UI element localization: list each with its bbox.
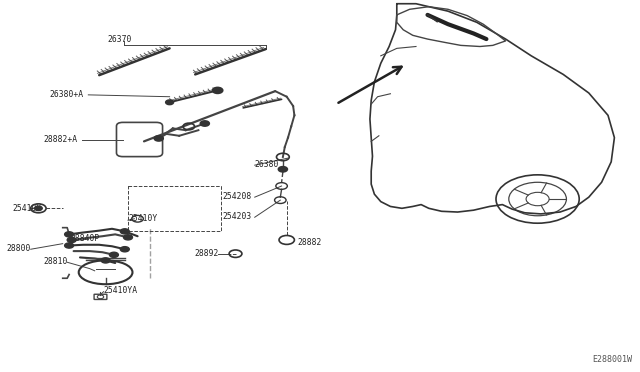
Text: 254203: 254203 bbox=[223, 212, 252, 221]
Text: 26380+A: 26380+A bbox=[50, 90, 84, 99]
Text: 25410Y: 25410Y bbox=[13, 204, 42, 213]
Circle shape bbox=[35, 206, 42, 211]
Circle shape bbox=[166, 100, 173, 105]
Circle shape bbox=[124, 235, 132, 240]
Circle shape bbox=[200, 121, 209, 126]
Circle shape bbox=[120, 229, 129, 234]
Text: 28882: 28882 bbox=[298, 238, 322, 247]
Text: E288001W: E288001W bbox=[593, 355, 632, 364]
Circle shape bbox=[67, 237, 76, 243]
Circle shape bbox=[120, 247, 129, 252]
Text: 254208: 254208 bbox=[223, 192, 252, 201]
Circle shape bbox=[154, 136, 163, 141]
Circle shape bbox=[109, 252, 118, 257]
Circle shape bbox=[278, 167, 287, 172]
Text: 26370: 26370 bbox=[108, 35, 132, 44]
Text: 28810: 28810 bbox=[44, 257, 68, 266]
Text: 28840P: 28840P bbox=[70, 234, 100, 243]
Text: 28800: 28800 bbox=[6, 244, 31, 253]
Text: 26380: 26380 bbox=[255, 160, 279, 169]
Circle shape bbox=[65, 243, 74, 248]
Text: 28882+A: 28882+A bbox=[44, 135, 77, 144]
Text: 25410Y: 25410Y bbox=[128, 214, 157, 223]
Circle shape bbox=[65, 232, 74, 237]
Text: 25410YA: 25410YA bbox=[104, 286, 138, 295]
Text: 28892: 28892 bbox=[195, 249, 219, 258]
Circle shape bbox=[212, 87, 223, 93]
Circle shape bbox=[101, 258, 110, 263]
